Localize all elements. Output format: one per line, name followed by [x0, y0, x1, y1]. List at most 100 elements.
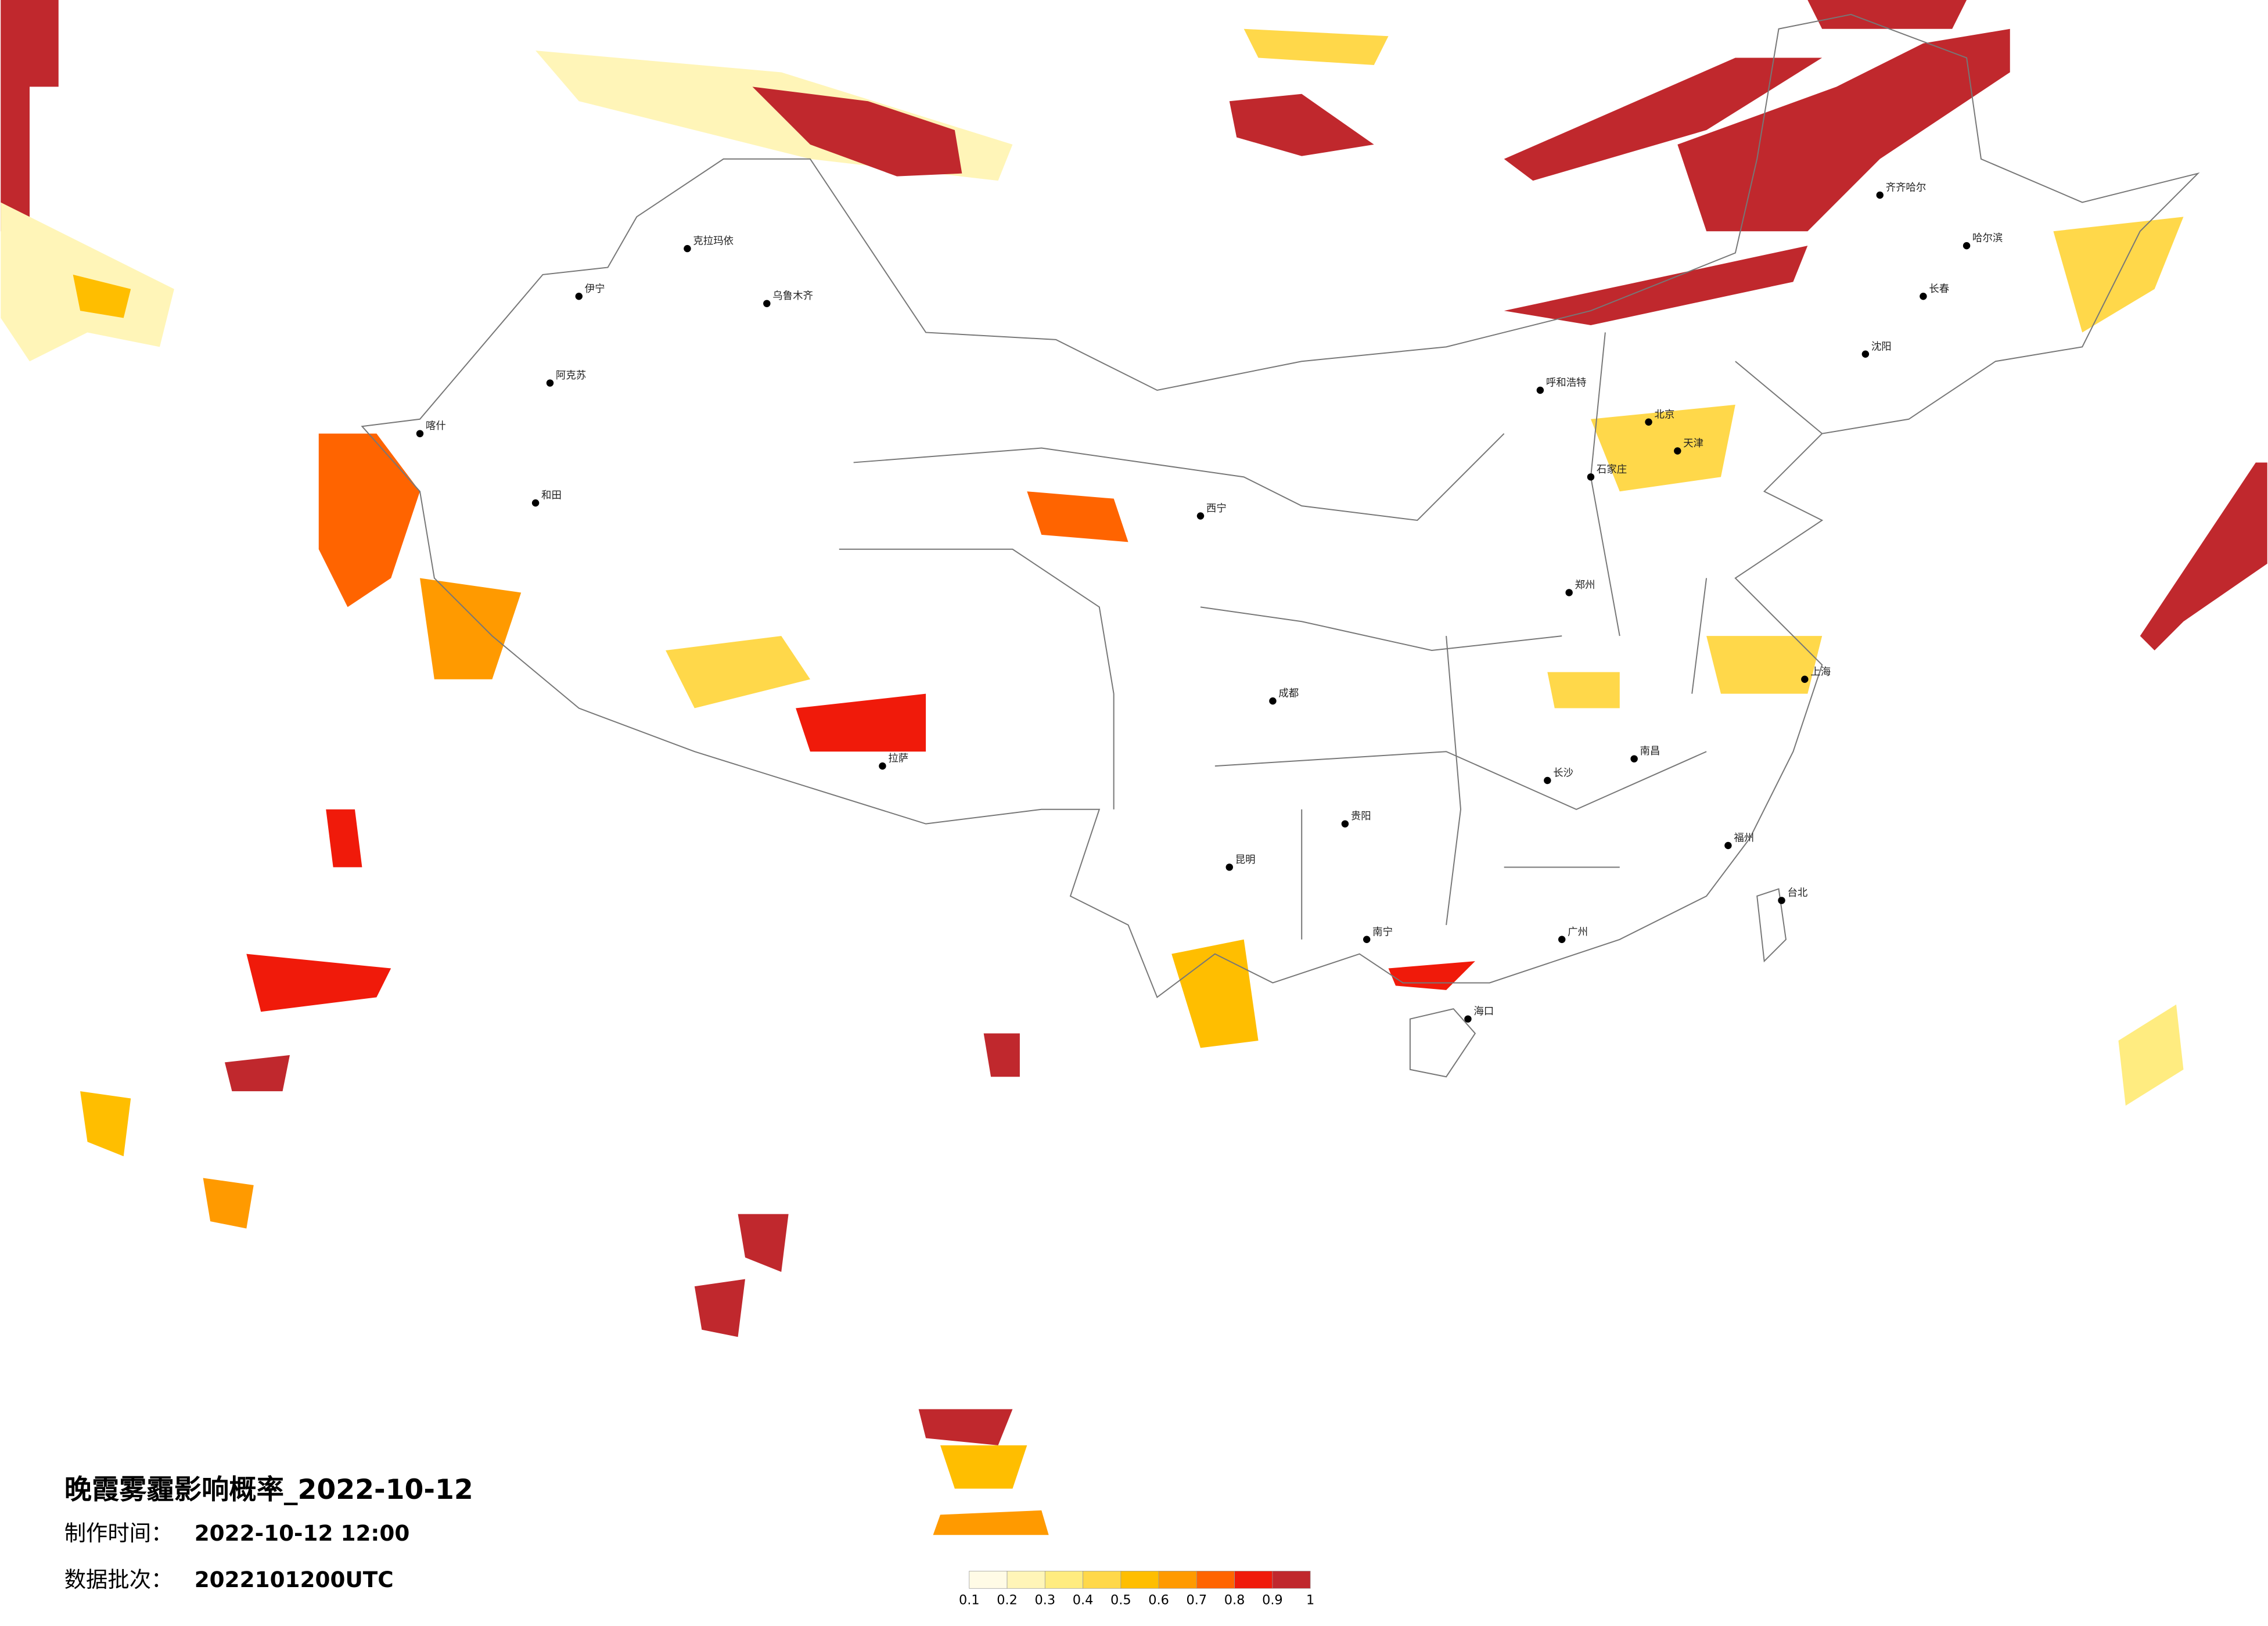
colorbar-swatch — [1234, 1571, 1273, 1589]
prob-area — [1243, 28, 1389, 65]
city-dot — [1341, 820, 1349, 828]
prob-area — [940, 1445, 1027, 1489]
city-label: 郑州 — [1575, 580, 1595, 591]
colorbar-tick-label: 1 — [1306, 1593, 1314, 1608]
prob-area — [1706, 636, 1823, 694]
city-dot — [1565, 589, 1573, 596]
city-dot — [1544, 776, 1551, 785]
prob-area — [2118, 1004, 2184, 1106]
prob-area — [1229, 93, 1374, 156]
city-dot — [531, 499, 540, 507]
prob-area — [1027, 491, 1128, 542]
colorbar: 0.1 0.2 0.3 0.4 0.5 0.6 0.7 0.8 0.9 1 — [959, 1571, 1314, 1608]
prob-area — [2140, 462, 2267, 650]
prob-area — [1590, 404, 1735, 492]
city-label: 阿克苏 — [556, 370, 586, 382]
city-label: 沈阳 — [1871, 341, 1892, 352]
colorbar-tick-label: 0.2 — [997, 1593, 1018, 1608]
prob-area — [224, 1055, 290, 1092]
colorbar-tick-label: 0.7 — [1187, 1593, 1207, 1608]
prob-area — [326, 809, 362, 868]
city-label: 拉萨 — [888, 753, 908, 765]
city-label: 广州 — [1568, 926, 1588, 938]
production-time-label: 制作时间： — [64, 1520, 173, 1546]
city-dot — [1778, 897, 1785, 904]
colorbar-tick-label: 0.5 — [1110, 1593, 1131, 1608]
colorbar-tick-label: 0.3 — [1034, 1593, 1055, 1608]
city-dot — [1963, 242, 1971, 250]
prob-area — [1504, 57, 1823, 181]
city-label: 石家庄 — [1597, 464, 1627, 476]
city-label: 成都 — [1278, 688, 1299, 700]
prob-area — [1547, 672, 1620, 708]
city-label: 伊宁 — [585, 283, 605, 295]
prob-area — [666, 636, 810, 708]
city-dot — [879, 762, 886, 770]
city-dot — [1536, 386, 1544, 394]
colorbar-tick-label: 0.6 — [1148, 1593, 1169, 1608]
probability-field — [1, 0, 2267, 1535]
city-label: 台北 — [1787, 887, 1807, 899]
taiwan-border — [1756, 888, 1787, 963]
colorbar-swatch — [969, 1571, 1008, 1589]
city-label: 长春 — [1929, 283, 1949, 295]
prob-area — [246, 954, 391, 1012]
city-dot — [1920, 293, 1927, 300]
city-label: 南宁 — [1372, 926, 1393, 938]
city-label: 福州 — [1734, 833, 1754, 844]
city-dot — [1645, 418, 1652, 426]
city-label: 上海 — [1810, 666, 1831, 678]
city-label: 天津 — [1683, 438, 1703, 449]
colorbar-swatch — [1272, 1571, 1311, 1589]
city-dot — [763, 300, 771, 307]
city-dot — [1558, 936, 1566, 943]
country-border — [361, 13, 2200, 998]
prob-area — [203, 1178, 254, 1229]
colorbar-swatch — [1196, 1571, 1235, 1589]
colorbar-swatch — [1007, 1571, 1045, 1589]
city-dot — [684, 244, 691, 253]
prob-area — [1677, 28, 2010, 232]
city-dot — [1587, 473, 1595, 481]
city-dot — [1196, 512, 1205, 520]
city-dot — [1225, 864, 1233, 871]
colorbar-tick-label: 0.9 — [1262, 1593, 1283, 1608]
city-label: 贵阳 — [1351, 811, 1371, 822]
city-label: 西宁 — [1206, 503, 1227, 515]
city-dot — [416, 430, 424, 437]
prob-area — [796, 693, 926, 752]
prob-area — [752, 87, 962, 177]
city-dot — [1464, 1015, 1472, 1023]
city-dot — [1674, 447, 1681, 455]
city-dot — [1269, 697, 1277, 705]
city-label: 哈尔滨 — [1972, 233, 2003, 244]
city-label: 呼和浩特 — [1546, 377, 1587, 389]
colorbar-swatch — [1044, 1571, 1083, 1589]
city-label: 北京 — [1655, 409, 1675, 420]
production-time-value: 2022-10-12 12:00 — [195, 1520, 410, 1546]
colorbar-tick-label: 0.8 — [1224, 1593, 1245, 1608]
city-dot — [546, 379, 554, 387]
colorbar-tick-label: 0.1 — [959, 1593, 980, 1608]
city-dot — [1861, 350, 1870, 358]
prob-area — [933, 1510, 1049, 1535]
city-label: 喀什 — [426, 420, 446, 432]
city-label: 昆明 — [1235, 854, 1256, 866]
city-dot — [1724, 841, 1732, 850]
city-label: 齐齐哈尔 — [1886, 182, 1926, 194]
title: 晚霞雾霾影响概率_2022-10-12 — [64, 1474, 473, 1506]
city-dot — [1801, 675, 1809, 683]
city-dot — [575, 293, 583, 300]
city-label: 长沙 — [1553, 768, 1573, 779]
city-dot — [1363, 936, 1371, 943]
city-label: 和田 — [541, 490, 562, 502]
colorbar-tick-label: 0.4 — [1073, 1593, 1094, 1608]
city-dot — [1630, 755, 1638, 762]
colorbar-swatch — [1120, 1571, 1159, 1589]
prob-area — [918, 1409, 1013, 1445]
